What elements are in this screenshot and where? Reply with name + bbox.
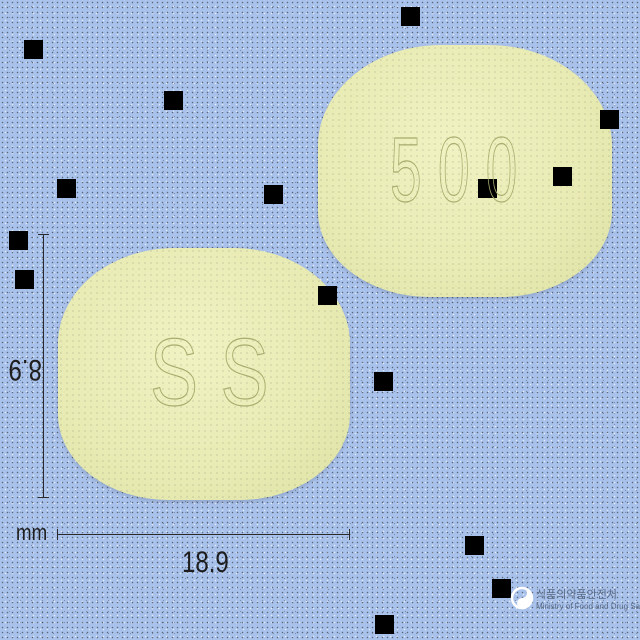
height-dimension-line: [43, 234, 44, 498]
height-label-text: 8.9: [8, 353, 42, 386]
watermark: 식품의약품안전처 Ministry of Food and Drug Safet…: [508, 582, 640, 622]
width-dimension-line: [57, 534, 350, 535]
height-dimension-tick-top: [38, 234, 49, 235]
noise-square: [492, 579, 511, 598]
watermark-english-text: Ministry of Food and Drug Safety: [536, 602, 640, 611]
noise-square: [553, 167, 572, 186]
tablet-front: [58, 248, 350, 500]
noise-square: [164, 91, 183, 110]
noise-square: [401, 7, 420, 26]
width-dimension-tick-right: [349, 529, 350, 540]
noise-square: [24, 40, 43, 59]
noise-square: [15, 270, 34, 289]
noise-square: [9, 231, 28, 250]
tablet-back-imprint: 500: [390, 118, 534, 221]
ministry-logo-icon: [510, 586, 534, 610]
noise-square: [264, 185, 283, 204]
noise-square: [375, 615, 394, 634]
width-dimension-tick-left: [57, 529, 58, 540]
unit-label: mm: [16, 520, 48, 545]
width-label: 18.9: [182, 546, 229, 579]
height-label: 8.9: [6, 344, 46, 394]
noise-square: [465, 536, 484, 555]
noise-square: [478, 179, 497, 198]
height-dimension-tick-bottom: [38, 497, 49, 498]
tablet-front-imprint: SS: [150, 318, 292, 426]
noise-square: [600, 110, 619, 129]
noise-square: [374, 372, 393, 391]
watermark-korean-text: 식품의약품안전처: [536, 589, 617, 601]
noise-square: [318, 286, 337, 305]
noise-square: [57, 179, 76, 198]
